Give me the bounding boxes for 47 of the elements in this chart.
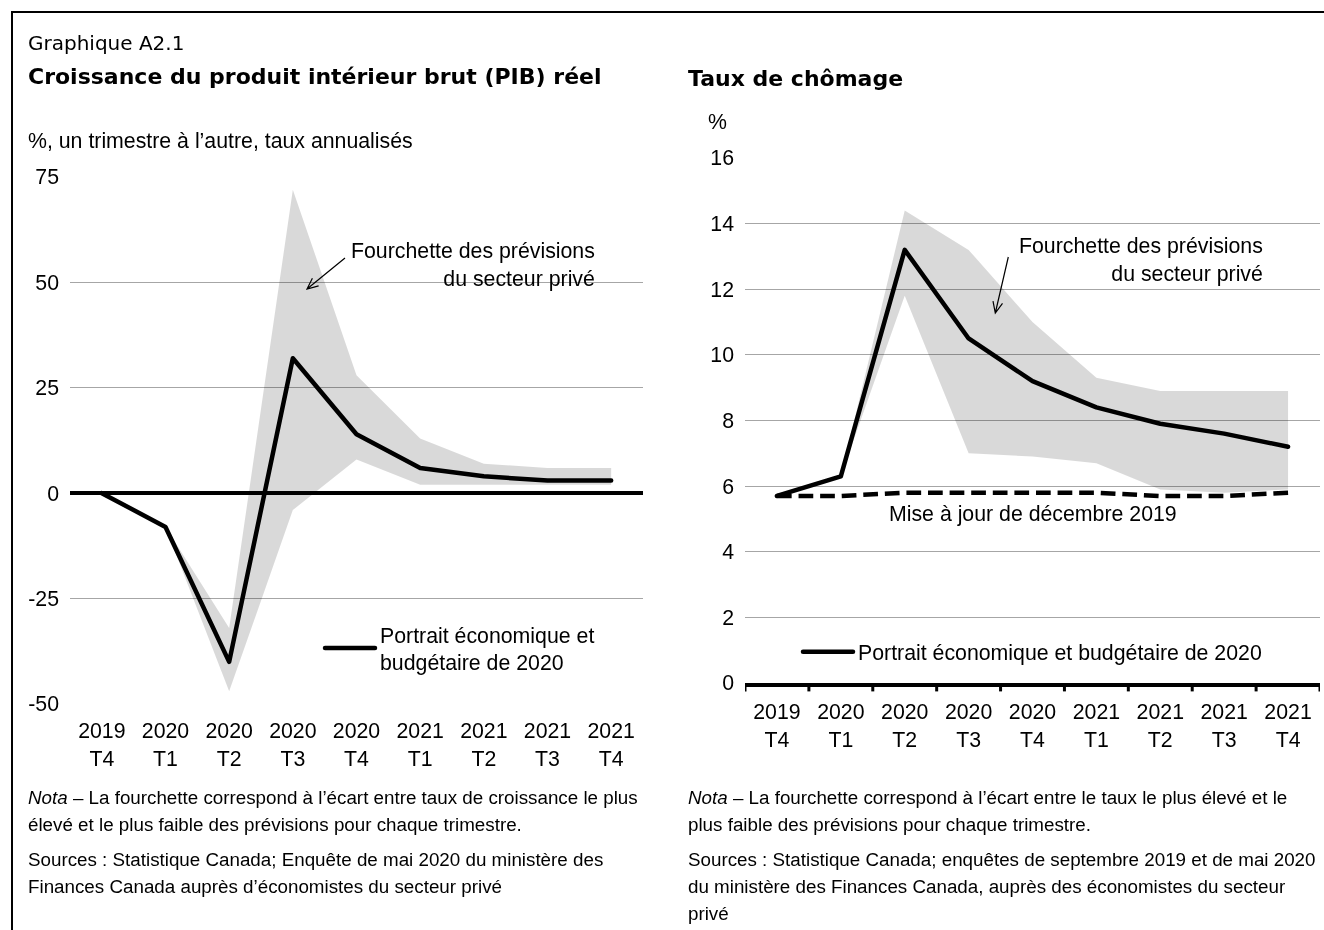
source-note: Sources : Statistique Canada; enquêtes de septembre 2019 et de mai 2020 du ministère des Finances Canada, auprès des économistes du secteur privé (688, 848, 1317, 926)
y-tick-label: 0 (47, 481, 60, 506)
y-tick-label: 50 (35, 270, 60, 295)
x-tick-label: 2021 T2 (1136, 700, 1184, 752)
x-tick-label: 2021 T1 (396, 719, 444, 771)
x-tick-label: 2020 T3 (269, 719, 317, 771)
x-tick-label: 2020 T3 (944, 700, 993, 752)
annotation: Fourchette des prévisions du secteur privé (1019, 234, 1263, 286)
y-tick-label: 2 (722, 605, 734, 630)
legend-label: Portrait économique et budgétaire de 2020 (858, 641, 1262, 666)
x-tick-label: 2020 T2 (881, 700, 929, 752)
y-tick-label: -25 (28, 587, 59, 612)
x-tick-label: 2020 T2 (205, 719, 254, 771)
y-tick-label: 10 (710, 343, 735, 368)
x-tick-label: 2021 T4 (587, 719, 635, 771)
y-axis-title: %, un trimestre à l’autre, taux annualisés (28, 129, 413, 153)
x-tick-label: 2020 T1 (141, 719, 190, 771)
x-tick-label: 2021 T2 (460, 719, 508, 771)
y-tick-label: 16 (710, 146, 734, 171)
source-note: Sources : Statistique Canada; Enquête de mai 2020 du ministère des Finances Canada auprès d’économistes du secteur privé (28, 848, 605, 899)
text: Graphique A2.1 (28, 31, 185, 55)
x-tick-label: 2020 T4 (1008, 700, 1057, 752)
y-axis-title: % (708, 110, 727, 134)
text: Nota – La fourchette correspond à l’écart entre taux de croissance le plus élevé et le plus faible des prévisions pour chaque trimestre. (28, 786, 639, 837)
y-tick-label: 12 (710, 277, 734, 302)
legend-label: Portrait économique et budgétaire de 2020 (380, 623, 595, 676)
x-tick-label: 2019 T4 (78, 719, 126, 771)
chart-title: Taux de chômage (688, 66, 904, 92)
x-tick-label: 2020 T1 (817, 700, 865, 752)
y-tick-label: 8 (722, 408, 734, 433)
series-label: Mise à jour de décembre 2019 (889, 502, 1177, 526)
y-tick-label: 14 (710, 212, 735, 237)
x-tick-label: 2020 T4 (332, 719, 381, 771)
x-tick-label: 2021 T3 (1200, 700, 1248, 752)
y-tick-label: 4 (722, 540, 735, 565)
annotation: Fourchette des prévisions du secteur privé (351, 239, 595, 291)
y-tick-label: -50 (28, 692, 60, 717)
text: Nota – La fourchette correspond à l’écart entre le taux le plus élevé et le plus faible des prévisions pour chaque trimestre. (688, 786, 1289, 837)
x-tick-label: 2021 T3 (523, 719, 572, 771)
chart-title: Croissance du produit intérieur brut (PIB) réel (28, 64, 602, 90)
x-tick-label: 2019 T4 (753, 700, 801, 752)
y-tick-label: 0 (722, 671, 735, 696)
y-tick-label: 25 (35, 376, 59, 401)
x-tick-label: 2021 T4 (1264, 700, 1312, 752)
y-tick-label: 6 (722, 474, 734, 499)
x-tick-label: 2021 T1 (1072, 700, 1121, 752)
y-tick-label: 75 (35, 165, 59, 190)
